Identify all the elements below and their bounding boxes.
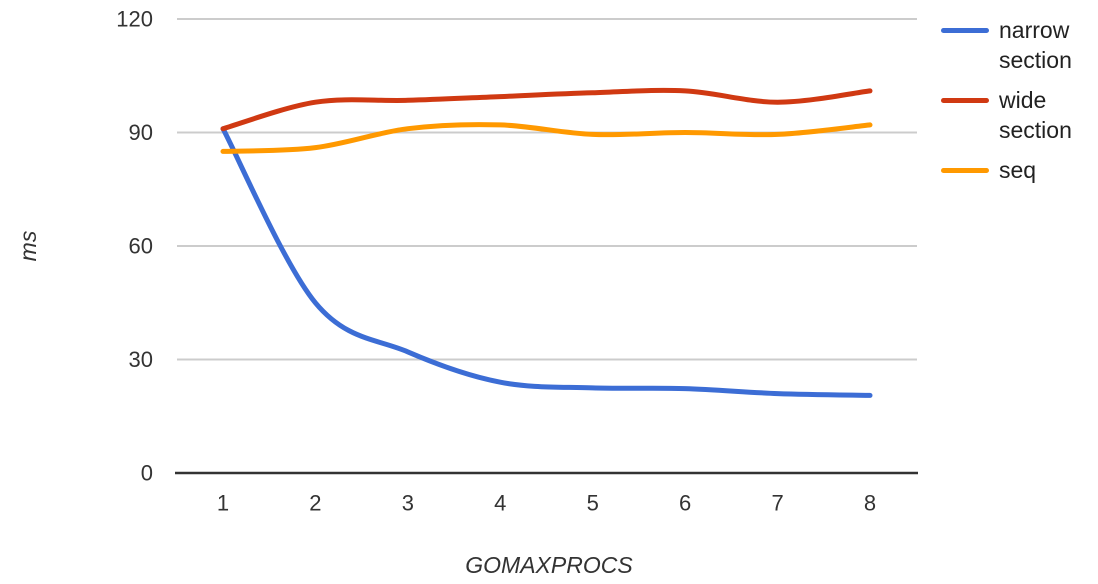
y-tick-label: 90 [129,120,153,145]
x-axis-title: GOMAXPROCS [465,552,633,578]
legend-label-line: narrow [999,17,1070,43]
series-line-wide-section[interactable] [220,87,873,132]
legend-item-narrow-section[interactable]: narrow section [941,15,1098,75]
x-tick-label: 2 [309,491,321,516]
x-tick-label: 5 [587,491,599,516]
legend-label-narrow-section: narrow section [999,15,1072,75]
legend-label-line: section [999,47,1072,73]
x-tick-label: 7 [771,491,783,516]
y-tick-label: 120 [116,7,153,32]
x-tick-label: 6 [679,491,691,516]
x-tick-label: 3 [402,491,414,516]
series-lines [220,87,873,398]
y-tick-label: 0 [141,461,153,486]
legend-item-wide-section[interactable]: wide section [941,85,1098,145]
legend-item-seq[interactable]: seq [941,155,1098,185]
legend-label-seq: seq [999,155,1036,185]
x-axis-tick-labels: 1 2 3 4 5 6 7 8 [217,491,876,516]
legend-label-line: wide [999,87,1047,113]
x-tick-label: 1 [217,491,229,516]
chart-legend: narrow section wide section seq [941,15,1098,195]
y-tick-label: 30 [129,347,153,372]
legend-swatch-wide-section [941,98,989,103]
series-line-seq[interactable] [220,122,873,154]
legend-label-wide-section: wide section [999,85,1072,145]
y-tick-label: 60 [129,234,153,259]
series-line-narrow-section[interactable] [220,126,873,398]
legend-swatch-narrow-section [941,28,989,33]
legend-label-line: seq [999,157,1037,183]
legend-label-line: section [999,117,1072,143]
y-axis-tick-labels: 0 30 60 90 120 [116,7,153,486]
x-tick-label: 4 [494,491,506,516]
gridlines [177,18,917,361]
legend-swatch-seq [941,168,989,173]
y-axis-title: ms [15,230,41,261]
x-tick-label: 8 [864,491,876,516]
